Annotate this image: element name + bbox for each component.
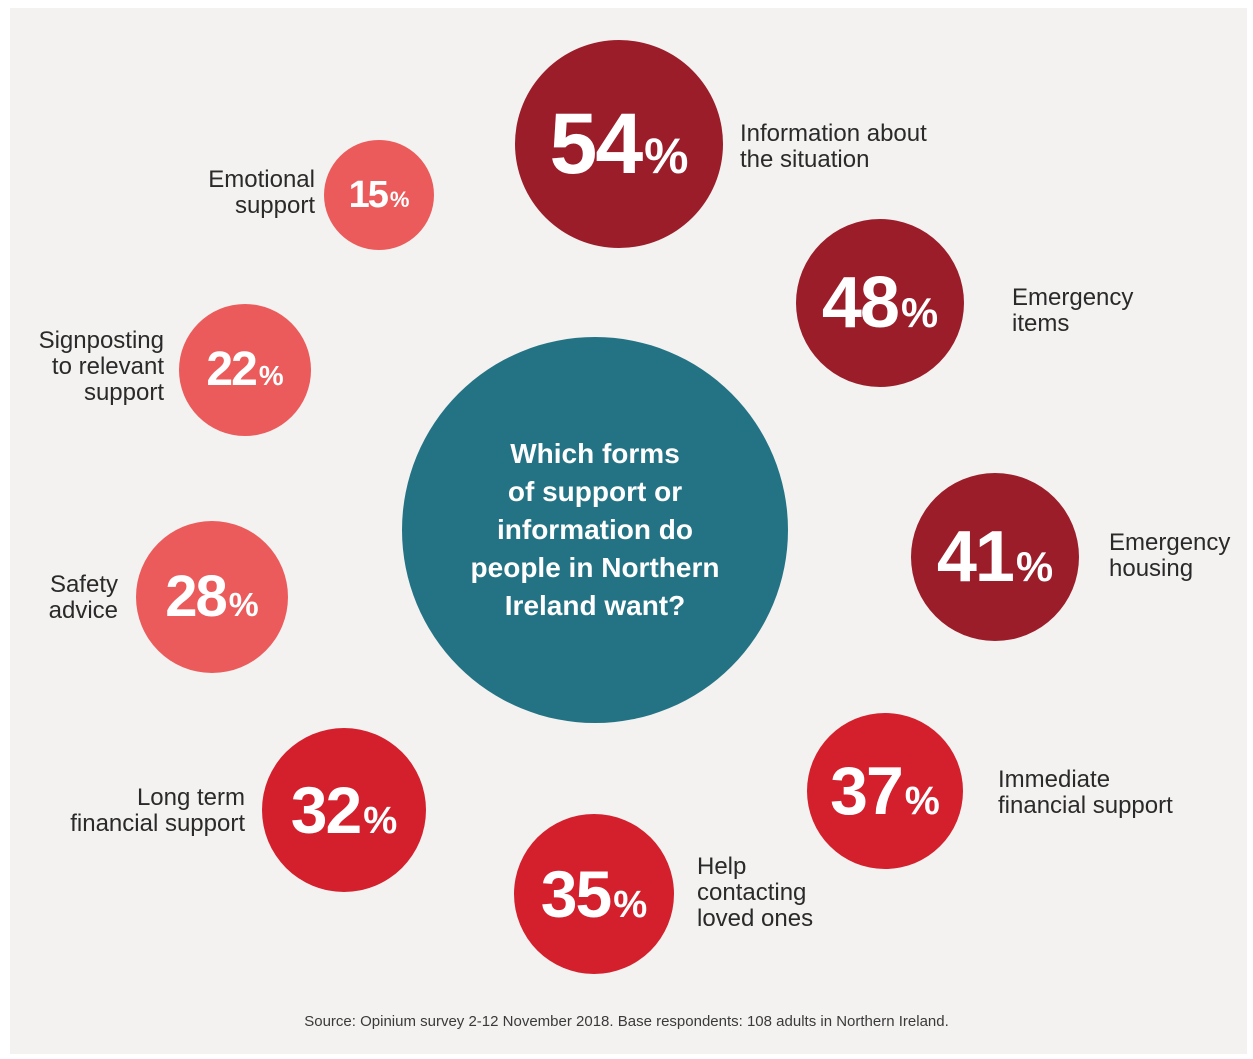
- bubble-label: Signposting to relevant support: [38, 327, 164, 406]
- percent-value: 37%: [830, 757, 940, 825]
- percent-value: 48%: [822, 267, 938, 339]
- percent-value: 22%: [206, 346, 283, 394]
- percent-value: 35%: [541, 861, 647, 927]
- percent-sign: %: [228, 587, 259, 624]
- bubble-label: Information about the situation: [740, 120, 927, 173]
- bubble-35-percent: 35%: [514, 814, 674, 974]
- percent-sign: %: [258, 360, 284, 391]
- percent-value: 28%: [165, 568, 258, 626]
- percent-value: 41%: [937, 521, 1053, 593]
- bubble-48-percent: 48%: [796, 219, 964, 387]
- bubble-label: Safety advice: [48, 571, 118, 624]
- bubble-label: Long term financial support: [70, 784, 245, 837]
- percent-sign: %: [363, 799, 398, 842]
- percent-value: 15%: [349, 176, 410, 214]
- bubble-28-percent: 28%: [136, 521, 288, 673]
- percent-sign: %: [613, 883, 648, 926]
- bubble-22-percent: 22%: [179, 304, 311, 436]
- bubble-41-percent: 41%: [911, 473, 1079, 641]
- source-note: Source: Opinium survey 2-12 November 201…: [304, 1013, 949, 1030]
- percent-number: 41: [936, 517, 1015, 597]
- percent-number: 15: [348, 174, 389, 216]
- percent-number: 35: [540, 857, 612, 931]
- center-question-text: Which forms of support or information do…: [470, 438, 720, 621]
- bubble-label: Emergency items: [1012, 284, 1134, 337]
- percent-sign: %: [644, 128, 689, 184]
- percent-number: 54: [549, 96, 643, 192]
- percent-number: 32: [290, 773, 362, 847]
- percent-number: 28: [165, 564, 227, 629]
- bubble-15-percent: 15%: [324, 140, 434, 250]
- bubble-label: Emotional support: [208, 166, 315, 219]
- bubble-32-percent: 32%: [262, 728, 426, 892]
- bubble-label: Emergency housing: [1109, 529, 1231, 582]
- percent-value: 32%: [291, 777, 397, 843]
- percent-number: 22: [206, 343, 257, 396]
- percent-sign: %: [900, 289, 939, 336]
- percent-value: 54%: [549, 101, 688, 187]
- bubble-label: Help contacting loved ones: [697, 853, 814, 932]
- percent-number: 37: [830, 753, 904, 829]
- bubble-37-percent: 37%: [807, 713, 963, 869]
- center-question-circle: Which forms of support or information do…: [402, 337, 788, 723]
- percent-sign: %: [904, 779, 940, 823]
- percent-sign: %: [389, 187, 410, 212]
- bubble-label: Immediate financial support: [998, 766, 1173, 819]
- bubble-54-percent: 54%: [515, 40, 723, 248]
- percent-sign: %: [1015, 543, 1054, 590]
- percent-number: 48: [821, 263, 900, 343]
